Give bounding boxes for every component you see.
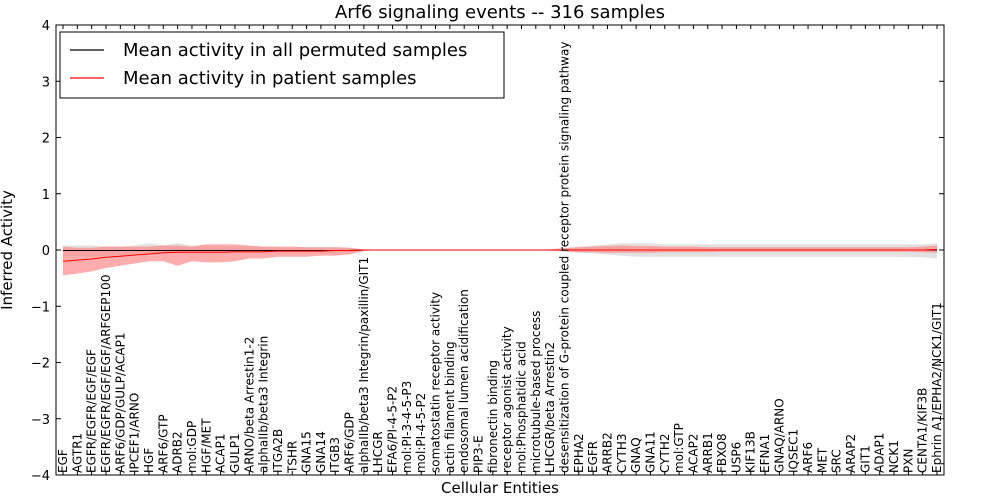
x-tick-label: ARAP2 bbox=[844, 434, 858, 473]
x-tick-label: ARF6/GDP/GULP/ACAP1 bbox=[113, 333, 127, 473]
patient-confidence-band bbox=[63, 244, 937, 276]
x-tick-label: ACAP2 bbox=[686, 434, 700, 473]
x-tick-label: alphaIIb/beta3 Integrin bbox=[257, 336, 271, 473]
x-tick-label: ARRB1 bbox=[701, 432, 715, 473]
x-tick-label: mol:PI-3-4-5-P3 bbox=[400, 381, 414, 473]
x-tick-label: CYTH3 bbox=[615, 434, 629, 474]
x-tick-label: desensitization of G-protein coupled rec… bbox=[557, 42, 571, 473]
x-tick-label: fibronectin binding bbox=[486, 360, 500, 473]
x-tick-label: receptor agonist activity bbox=[500, 326, 514, 473]
x-tick-label: EGFR/EGFR/EGF/EGF/ARFGEP100 bbox=[99, 275, 113, 473]
x-tick-label: LHCGR bbox=[371, 431, 385, 473]
x-tick-label: microtubule-based process bbox=[529, 311, 543, 473]
chart-title: Arf6 signaling events -- 316 samples bbox=[335, 2, 665, 23]
x-tick-label: actin filament binding bbox=[443, 341, 457, 473]
y-tick-label: 4 bbox=[42, 19, 50, 34]
x-tick-label: LHCGR/beta Arrestin2 bbox=[543, 342, 557, 473]
x-tick-label: ARRB2 bbox=[600, 432, 614, 473]
x-tick-label: ARF6 bbox=[801, 442, 815, 473]
x-tick-label: CYTH2 bbox=[658, 434, 672, 474]
x-tick-label: NCK1 bbox=[887, 440, 901, 473]
y-axis-title: Inferred Activity bbox=[0, 190, 16, 310]
x-tick-label: EFA6/PI-4-5-P2 bbox=[386, 386, 400, 473]
x-tick-label: mol:GTP bbox=[672, 423, 686, 473]
x-tick-label: GNAQ bbox=[629, 437, 643, 473]
legend: Mean activity in all permuted samples Me… bbox=[59, 31, 505, 99]
x-tick-label: USP6 bbox=[729, 442, 743, 473]
x-tick-label: GNA11 bbox=[643, 431, 657, 473]
x-tick-label: KIF13B bbox=[744, 431, 758, 473]
x-tick-label: ARF6/GTP bbox=[156, 414, 170, 473]
x-tick-label: EGFR bbox=[586, 441, 600, 473]
y-tick-label: 3 bbox=[42, 75, 50, 90]
x-tick-label: EFNA1 bbox=[758, 434, 772, 473]
y-tick-label: −3 bbox=[31, 413, 50, 428]
x-tick-label: EPHA2 bbox=[572, 433, 586, 473]
x-tick-label: GULP1 bbox=[228, 433, 242, 473]
confidence-bands bbox=[63, 243, 937, 276]
x-tick-label: MET bbox=[815, 447, 829, 473]
x-tick-label: ITGA2B bbox=[271, 429, 285, 473]
x-tick-label: alphaIIb/beta3 Integrin/paxillin/GIT1 bbox=[357, 257, 371, 473]
x-tick-label: AGTR1 bbox=[70, 433, 84, 473]
x-tick-label: GIT1 bbox=[858, 445, 872, 473]
x-tick-label: CENTA1/KIF3B bbox=[916, 388, 930, 473]
x-tick-label: HGF/MET bbox=[199, 418, 213, 473]
x-tick-label: Ephrin A1/EPHA2/NCK1/GIT1 bbox=[930, 302, 944, 473]
x-tick-label: mol:GDP bbox=[185, 421, 199, 473]
x-tick-label: ARF6/GDP bbox=[343, 412, 357, 473]
x-tick-label: GNA15 bbox=[300, 431, 314, 473]
x-tick-label: somatostatin receptor activity bbox=[429, 292, 443, 473]
x-tick-label: ADAP1 bbox=[873, 433, 887, 473]
x-tick-label: TSHR bbox=[285, 441, 299, 474]
y-tick-label: −1 bbox=[31, 300, 50, 315]
x-tick-label: IPCEF1/ARNO bbox=[128, 393, 142, 473]
y-tick-label: −2 bbox=[31, 357, 50, 372]
legend-label-patient: Mean activity in patient samples bbox=[123, 68, 417, 89]
legend-box bbox=[59, 31, 505, 99]
x-tick-label: PIP3-E bbox=[472, 435, 486, 473]
x-tick-label: endosomal lumen acidification bbox=[457, 289, 471, 473]
x-tick-label: ACAP1 bbox=[214, 434, 228, 473]
series-lines bbox=[62, 248, 938, 262]
x-tick-label: EGFR/EGFR/EGF/EGF bbox=[85, 349, 99, 473]
patient-mean-line bbox=[62, 248, 938, 262]
x-axis-title: Cellular Entities bbox=[441, 479, 559, 497]
y-tick-label: 2 bbox=[42, 132, 50, 147]
x-tick-label: HGF bbox=[142, 448, 156, 473]
x-tick-label: EGF bbox=[56, 449, 70, 473]
legend-label-permuted: Mean activity in all permuted samples bbox=[123, 40, 467, 61]
permuted-confidence-band bbox=[63, 243, 937, 259]
y-tick-label: −4 bbox=[31, 469, 50, 484]
x-tick-label: GNAQ/ARNO bbox=[772, 398, 786, 473]
x-tick-label: ITGB3 bbox=[328, 437, 342, 473]
x-axis-ticks: EGF AGTR1 EGFR/EGFR/EGF/EGF EGFR/EGFR/EGF/E… bbox=[56, 25, 944, 475]
x-tick-label: mol:Phosphatidic acid bbox=[514, 341, 528, 473]
x-tick-label: IQSEC1 bbox=[787, 429, 801, 473]
x-tick-label: ADRB2 bbox=[171, 431, 185, 473]
x-tick-label: mol:PI-4-5-P2 bbox=[414, 393, 428, 473]
x-tick-label: FBXO8 bbox=[715, 433, 729, 473]
y-tick-label: 1 bbox=[42, 188, 50, 203]
x-tick-label: SRC bbox=[830, 449, 844, 473]
x-tick-label: ARNO/beta Arrestin1-2 bbox=[242, 337, 256, 473]
y-tick-label: 0 bbox=[42, 244, 50, 259]
x-tick-label: GNA14 bbox=[314, 431, 328, 473]
x-tick-label: PXN bbox=[901, 449, 915, 473]
y-axis-ticks: −4 −3 −2 −1 0 1 2 3 4 bbox=[31, 19, 944, 484]
